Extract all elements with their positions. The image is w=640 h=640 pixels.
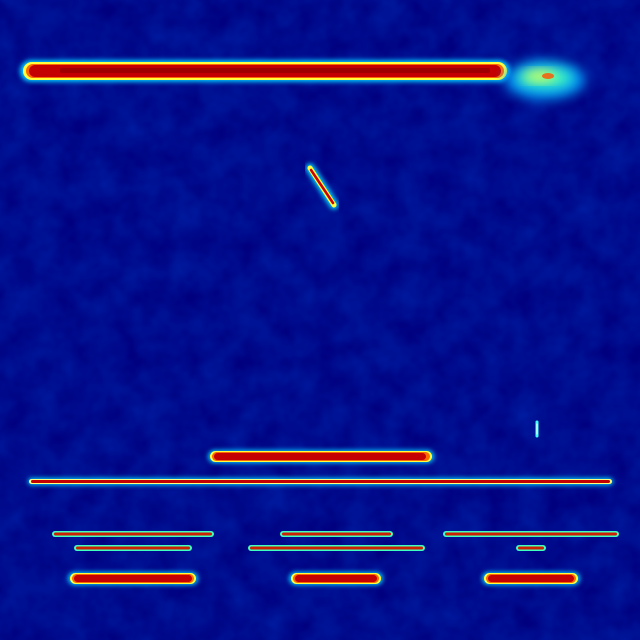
thin-line-row-1 bbox=[52, 531, 619, 537]
top-right-blob bbox=[505, 60, 585, 100]
middle-band bbox=[208, 450, 434, 463]
long-thin-line bbox=[28, 478, 613, 485]
thin-line-row-2 bbox=[74, 545, 546, 551]
diagonal-streak bbox=[305, 163, 339, 210]
bottom-segments bbox=[68, 572, 580, 585]
top-band bbox=[20, 60, 510, 82]
